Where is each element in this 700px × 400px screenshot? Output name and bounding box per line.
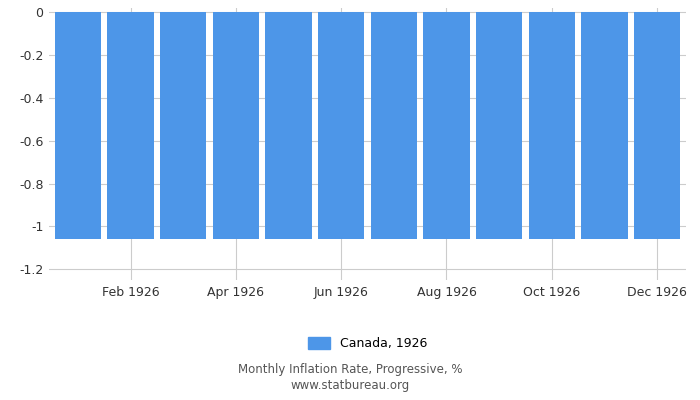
Bar bbox=[160, 12, 206, 239]
Bar bbox=[528, 12, 575, 239]
Bar bbox=[55, 12, 101, 239]
Bar bbox=[107, 12, 154, 239]
Text: www.statbureau.org: www.statbureau.org bbox=[290, 380, 410, 392]
Bar bbox=[318, 12, 364, 239]
Bar bbox=[371, 12, 417, 239]
Text: Monthly Inflation Rate, Progressive, %: Monthly Inflation Rate, Progressive, % bbox=[238, 364, 462, 376]
Bar bbox=[634, 12, 680, 239]
Bar bbox=[265, 12, 312, 239]
Bar bbox=[213, 12, 259, 239]
Bar bbox=[424, 12, 470, 239]
Bar bbox=[476, 12, 522, 239]
Bar bbox=[581, 12, 628, 239]
Legend: Canada, 1926: Canada, 1926 bbox=[302, 332, 433, 355]
